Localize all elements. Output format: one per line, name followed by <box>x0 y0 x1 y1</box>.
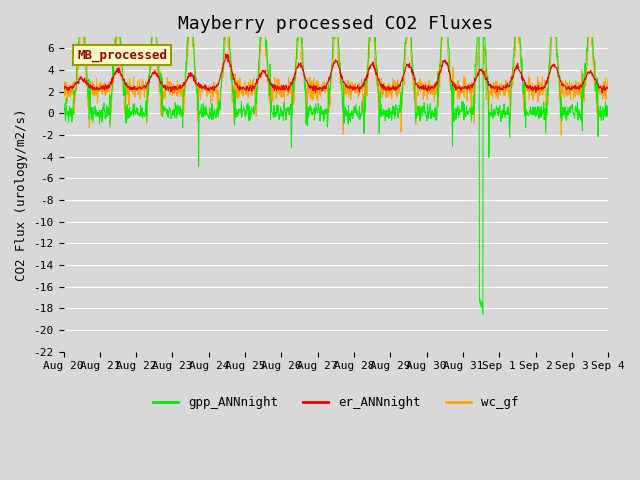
Title: Mayberry processed CO2 Fluxes: Mayberry processed CO2 Fluxes <box>178 15 493 33</box>
Legend: gpp_ANNnight, er_ANNnight, wc_gf: gpp_ANNnight, er_ANNnight, wc_gf <box>148 391 524 414</box>
Y-axis label: CO2 Flux (urology/m2/s): CO2 Flux (urology/m2/s) <box>15 108 28 281</box>
Text: MB_processed: MB_processed <box>77 48 167 61</box>
